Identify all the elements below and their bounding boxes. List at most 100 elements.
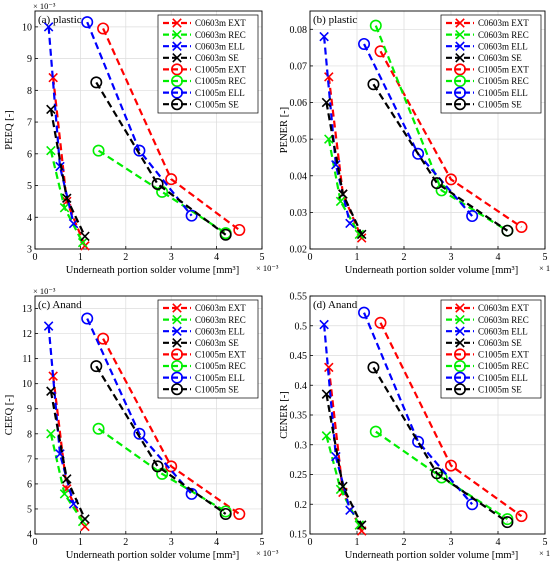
legend-label: C0603m REC [478, 30, 529, 40]
legend-label: C1005m REC [195, 76, 246, 86]
data-point-circle-marker [151, 177, 164, 190]
series-line [102, 28, 240, 231]
data-point-circle-marker [453, 86, 466, 99]
y-tick-label: 0.55 [290, 292, 308, 303]
data-point-circle-marker [90, 76, 103, 89]
y-axis-label: PENER [-] [279, 107, 290, 153]
series-c1005m-ell [81, 16, 198, 222]
data-point-circle-marker [81, 16, 94, 29]
series-line [95, 81, 227, 236]
data-point-x-marker [62, 193, 72, 203]
data-point-circle-marker [358, 37, 371, 50]
series-c1005m-se [90, 76, 232, 241]
data-point-x-marker [172, 29, 182, 40]
x-tick-label: 5 [260, 537, 265, 548]
y-axis-label: CENER [-] [279, 391, 290, 439]
data-point-circle-marker [90, 360, 103, 373]
legend-item: C1005m EXT [163, 63, 246, 76]
legend-item: C1005m SE [446, 98, 522, 111]
data-point-x-marker [80, 521, 90, 532]
data-point-x-marker [55, 161, 65, 172]
x-tick-label: 3 [449, 252, 454, 263]
legend-label: C0603m SE [195, 338, 239, 348]
series-line [97, 427, 227, 513]
y-tick-label: 0.4 [295, 381, 308, 392]
y-tick-label: 7 [27, 454, 32, 465]
legend-item: C0603m EXT [163, 303, 246, 313]
data-point-circle-marker [453, 383, 466, 396]
data-point-x-marker [80, 231, 90, 242]
data-point-x-marker [172, 303, 182, 313]
data-point-circle-marker [369, 425, 382, 438]
panel-b-pener: 0 1 2 3 4 5 0.02 0.03 0.04 0.05 0.06 0.07 0.08 (b) pl… [279, 10, 550, 276]
data-point-x-marker [172, 326, 182, 336]
x-axis-label: Underneath portion solder volume [mm³] [66, 265, 239, 276]
data-point-x-marker [319, 31, 329, 42]
x-tick-label: 1 [355, 252, 360, 263]
legend-label: C0603m REC [195, 315, 246, 325]
data-point-x-marker [172, 53, 182, 63]
legend-item: C0603m EXT [163, 18, 246, 28]
legend-label: C1005m SE [195, 99, 239, 109]
data-point-x-marker [46, 104, 56, 115]
x-tick-label: 0 [308, 537, 313, 548]
series-c0603m-se [321, 389, 367, 530]
y-axis-label: CEEQ [-] [4, 395, 15, 436]
data-point-circle-marker [367, 361, 380, 374]
legend-item: C1005m SE [446, 383, 522, 396]
y-tick-label: 0.25 [290, 470, 308, 481]
panel-label: (d) Anand [313, 299, 358, 311]
data-point-x-marker [455, 326, 465, 336]
panel-d-cener: 0 1 2 3 4 5 0.15 0.2 0.25 0.3 0.35 0.4 0.45 0.5 0.55 (d… [279, 292, 550, 562]
x-axis-label: Underneath portion solder volume [mm³] [345, 550, 518, 561]
data-point-circle-marker [367, 78, 380, 91]
series-c1005m-se [367, 361, 514, 529]
legend-label: C0603m SE [478, 53, 522, 63]
data-point-circle-marker [133, 144, 146, 157]
legend-label: C0603m ELL [195, 41, 245, 51]
legend-item: C1005m EXT [446, 348, 529, 361]
x-axis-label: Underneath portion solder volume [mm³] [66, 550, 239, 561]
data-point-circle-marker [97, 22, 110, 35]
data-point-x-marker [172, 41, 182, 51]
y-axis-exponent: × 10⁻³ [33, 286, 56, 296]
data-point-circle-marker [453, 359, 466, 372]
y-tick-label: 13 [22, 304, 32, 315]
data-point-x-marker [335, 196, 346, 207]
data-point-circle-marker [219, 507, 232, 520]
y-tick-label: 11 [22, 354, 32, 365]
legend-label: C1005m REC [478, 76, 529, 86]
series-line [327, 138, 361, 235]
x-tick-label: 4 [496, 252, 501, 263]
data-point-circle-marker [466, 498, 479, 511]
legend-item: C1005m ELL [446, 86, 528, 99]
legend-item: C0603m REC [163, 30, 246, 40]
y-tick-label: 0.03 [290, 208, 308, 219]
data-point-circle-marker [453, 98, 466, 111]
data-point-circle-marker [501, 224, 514, 237]
data-point-circle-marker [92, 144, 105, 157]
data-point-x-marker [324, 362, 334, 373]
y-axis-label: PEEQ [-] [4, 110, 15, 149]
legend-item: C1005m REC [446, 359, 529, 372]
legend-label: C1005m SE [478, 99, 522, 109]
x-tick-label: 3 [169, 537, 174, 548]
legend-label: C0603m SE [478, 338, 522, 348]
data-point-x-marker [455, 18, 465, 28]
legend-item: C0603m SE [446, 338, 522, 348]
data-point-x-marker [172, 338, 182, 348]
data-point-circle-marker [233, 507, 246, 520]
legend-item: C0603m REC [446, 30, 529, 40]
y-tick-label: 10 [22, 22, 32, 33]
data-point-circle-marker [515, 510, 528, 523]
series-line [379, 50, 523, 228]
x-tick-label: 0 [33, 537, 38, 548]
x-tick-label: 1 [355, 537, 360, 548]
data-point-x-marker [356, 520, 367, 530]
x-tick-label: 5 [543, 252, 548, 263]
